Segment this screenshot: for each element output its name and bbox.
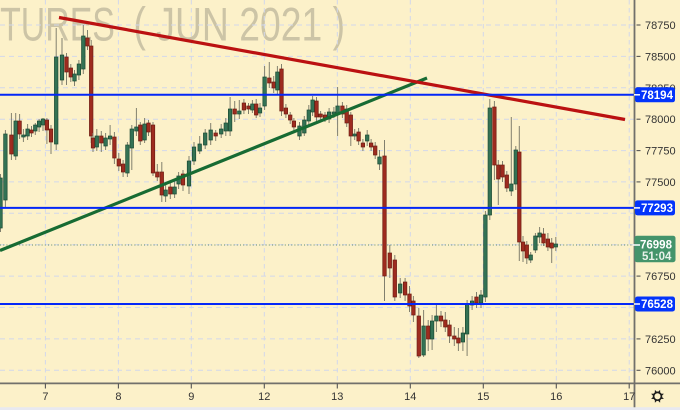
svg-text:76000: 76000 — [645, 365, 676, 377]
svg-text:9: 9 — [188, 391, 194, 403]
svg-text:51:04: 51:04 — [642, 251, 672, 263]
svg-text:14: 14 — [404, 391, 416, 403]
svg-text:17: 17 — [623, 391, 635, 403]
svg-text:13: 13 — [331, 391, 343, 403]
svg-text:8: 8 — [115, 391, 121, 403]
svg-text:77750: 77750 — [645, 146, 676, 158]
svg-text:78000: 78000 — [645, 114, 676, 126]
svg-text:77293: 77293 — [641, 203, 673, 215]
svg-text:78194: 78194 — [641, 90, 674, 102]
svg-text:76528: 76528 — [641, 299, 674, 311]
svg-text:78500: 78500 — [645, 51, 676, 63]
svg-text:16: 16 — [550, 391, 562, 403]
svg-text:15: 15 — [477, 391, 489, 403]
svg-text:77500: 77500 — [645, 177, 676, 189]
svg-text:78750: 78750 — [645, 20, 676, 32]
svg-text:76998: 76998 — [640, 240, 673, 252]
svg-text:7: 7 — [42, 391, 48, 403]
svg-text:76750: 76750 — [645, 271, 676, 283]
svg-text:12: 12 — [258, 391, 270, 403]
svg-text:76250: 76250 — [645, 334, 676, 346]
